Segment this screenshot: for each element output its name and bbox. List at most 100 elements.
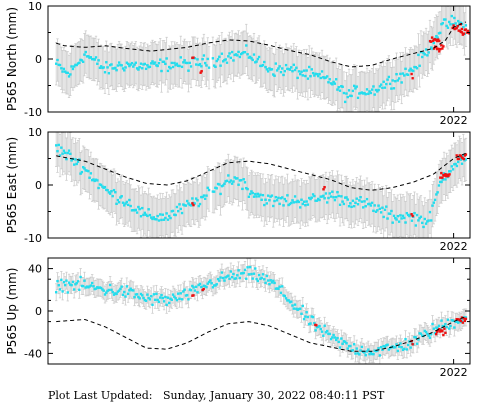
data-point xyxy=(202,54,206,57)
data-point xyxy=(246,53,249,56)
data-point xyxy=(360,345,364,349)
data-point xyxy=(182,203,185,206)
data-point xyxy=(75,63,78,67)
data-point xyxy=(403,216,406,220)
data-point xyxy=(110,288,113,292)
y-tick-label: 40 xyxy=(28,263,42,276)
data-point xyxy=(354,352,357,355)
data-point xyxy=(394,80,397,83)
data-point xyxy=(352,343,356,346)
data-point xyxy=(177,64,180,68)
data-point xyxy=(308,196,311,200)
data-point xyxy=(308,65,311,69)
data-point xyxy=(376,209,379,212)
data-point xyxy=(432,41,435,45)
data-point xyxy=(342,202,346,206)
data-point xyxy=(382,344,385,348)
data-point xyxy=(310,315,313,318)
data-point xyxy=(94,287,98,290)
data-point xyxy=(333,198,337,202)
data-point xyxy=(428,336,432,339)
data-point xyxy=(234,277,238,280)
data-point xyxy=(394,346,397,349)
data-point xyxy=(200,285,203,289)
data-point xyxy=(350,349,353,352)
data-point xyxy=(401,214,405,218)
data-point xyxy=(446,318,450,321)
data-point xyxy=(133,296,136,299)
data-point xyxy=(456,19,460,23)
data-point xyxy=(89,56,93,59)
data-point xyxy=(387,212,391,215)
data-point xyxy=(291,304,294,307)
data-point xyxy=(413,335,416,339)
data-point xyxy=(114,292,117,295)
data-point xyxy=(337,194,340,198)
data-point xyxy=(337,86,340,89)
data-point xyxy=(268,199,271,202)
data-point xyxy=(430,46,433,49)
data-point xyxy=(166,69,170,73)
data-point xyxy=(138,66,141,69)
data-point xyxy=(390,209,393,213)
data-point xyxy=(451,23,455,26)
data-point xyxy=(341,85,344,89)
data-point xyxy=(418,216,421,220)
data-point xyxy=(85,55,89,58)
recent-point xyxy=(443,174,446,177)
data-point xyxy=(464,158,468,161)
data-point xyxy=(414,224,418,227)
last-updated-date: Sunday, January 30, 2022 08:40:11 PST xyxy=(162,389,385,402)
data-point xyxy=(236,177,239,180)
plot-area xyxy=(54,6,470,112)
data-point xyxy=(413,65,416,69)
recent-point xyxy=(460,31,464,34)
data-point xyxy=(116,64,120,67)
data-point xyxy=(301,74,304,77)
data-point xyxy=(130,61,134,65)
data-point xyxy=(440,180,443,184)
data-point xyxy=(92,178,95,181)
data-point xyxy=(214,186,217,190)
data-point xyxy=(324,331,328,334)
data-point xyxy=(354,87,357,90)
data-point xyxy=(359,349,362,352)
data-point xyxy=(383,208,387,211)
data-point xyxy=(436,327,439,330)
recent-point xyxy=(442,45,445,48)
data-point xyxy=(243,51,247,54)
data-point xyxy=(155,292,158,296)
data-point xyxy=(160,69,163,73)
recent-point xyxy=(315,324,318,327)
data-point xyxy=(60,67,63,70)
data-point xyxy=(81,166,85,169)
data-point xyxy=(164,295,167,299)
data-point xyxy=(142,296,145,300)
data-point xyxy=(153,61,157,64)
data-point xyxy=(225,179,229,182)
data-point xyxy=(273,74,276,77)
data-point xyxy=(408,69,411,72)
data-point xyxy=(238,179,242,182)
data-point xyxy=(56,149,59,153)
data-point xyxy=(363,351,366,354)
data-point xyxy=(63,70,67,73)
data-point xyxy=(406,343,410,347)
data-point xyxy=(270,194,274,197)
data-point xyxy=(283,69,287,73)
data-point xyxy=(214,65,217,68)
data-point xyxy=(386,78,389,81)
data-point xyxy=(351,349,355,352)
data-point xyxy=(221,60,225,63)
data-point xyxy=(156,64,159,68)
data-point xyxy=(99,65,103,68)
data-point xyxy=(155,64,158,67)
data-point xyxy=(421,334,424,337)
recent-point xyxy=(438,327,441,331)
data-point xyxy=(198,62,202,66)
data-point xyxy=(391,221,394,224)
data-point xyxy=(300,198,303,201)
data-point xyxy=(123,204,126,207)
data-point xyxy=(60,146,63,149)
data-point xyxy=(432,201,435,204)
